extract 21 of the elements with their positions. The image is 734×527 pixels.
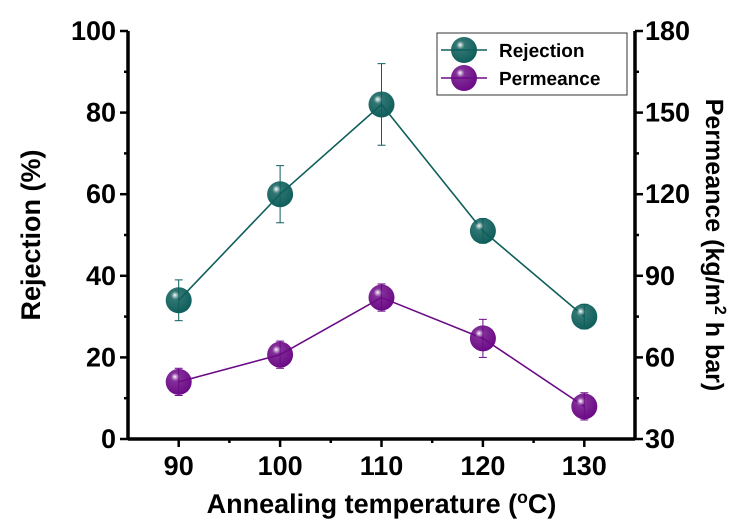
y2-tick-label: 60 <box>645 342 676 372</box>
x-tick-label: 130 <box>562 451 607 481</box>
y2-tick-label: 30 <box>645 424 676 454</box>
x-axis-title: Annealing temperature ($^{o}$C) <box>206 487 556 519</box>
x-tick-label: 100 <box>258 451 303 481</box>
y-tick-label: 60 <box>86 179 116 210</box>
x-tick-label: 110 <box>360 451 404 481</box>
y-tick-label: 80 <box>86 98 116 128</box>
y-tick-label: 100 <box>70 16 116 46</box>
legend-label: Rejection <box>499 41 585 62</box>
legend-label: Permeance <box>499 69 600 90</box>
y-tick-label: 0 <box>100 424 116 454</box>
y-tick-label: 40 <box>86 260 116 291</box>
y2-tick-label: 150 <box>645 98 690 128</box>
y-tick-label: 20 <box>86 342 116 372</box>
y2-tick-label: 120 <box>645 179 690 210</box>
x-tick-label: 90 <box>164 451 194 481</box>
y-axis-title: Rejection (%) <box>16 149 46 321</box>
y2-tick-label: 180 <box>645 16 690 46</box>
x-tick-label: 120 <box>460 451 506 481</box>
y2-tick-label: 90 <box>645 260 676 291</box>
